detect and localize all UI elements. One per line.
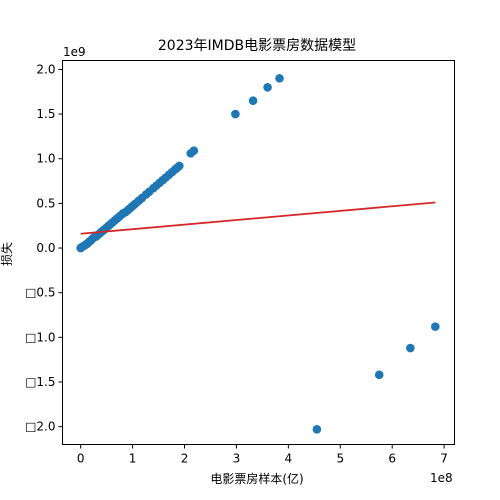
x-tick-label-4: 4 — [285, 452, 293, 466]
y-tick-label-2: 1.0 — [36, 152, 55, 166]
trend-line — [80, 201, 436, 235]
scatter-point-45 — [189, 146, 199, 155]
x-tick-label-0: 0 — [77, 452, 85, 466]
scatter-point-46 — [231, 109, 240, 119]
scatter-point-52 — [406, 343, 415, 353]
x-tick-label-1: 1 — [129, 452, 137, 466]
x-tick-label-7: 7 — [440, 452, 448, 466]
y-tick-label-0: 2.0 — [36, 62, 55, 76]
y-tick-label-4: 0.0 — [36, 241, 55, 255]
axes-frame — [62, 60, 455, 445]
x-axis-label: 电影票房样本(亿) — [210, 471, 303, 486]
x-offset-label: 1e8 — [430, 471, 453, 485]
x-tick-label-5: 5 — [336, 452, 344, 466]
scatter-point-50 — [312, 425, 322, 434]
y-tick-label-3: 0.5 — [36, 196, 55, 210]
scatter-point-51 — [374, 370, 384, 380]
axis-ticks: 0 1 2 3 4 5 6 7 2.0 1.5 1.0 0.5 0.0 □0.5 □1.0 □1.5 □2.0 — [25, 62, 448, 465]
y-tick-label-1: 1.5 — [36, 107, 55, 121]
x-tick-label-3: 3 — [233, 452, 241, 466]
y-tick-label-5: □0.5 — [25, 286, 55, 300]
y-offset-label: 1e9 — [63, 45, 86, 59]
x-tick-label-6: 6 — [388, 452, 396, 466]
scatter-point-49 — [275, 74, 284, 83]
scatter-point-47 — [248, 96, 258, 105]
scatter-point-48 — [263, 82, 272, 92]
y-tick-label-7: □1.5 — [25, 375, 55, 389]
y-axis-label: 损失 — [0, 242, 14, 266]
y-tick-label-6: □1.0 — [25, 330, 55, 344]
x-tick-label-2: 2 — [181, 452, 189, 466]
chart-title: 2023年IMDB电影票房数据模型 — [158, 38, 356, 54]
data-marks — [76, 74, 440, 434]
scatter-point-43 — [175, 161, 184, 171]
y-tick-label-8: □2.0 — [25, 420, 55, 434]
scatter-point-53 — [430, 322, 440, 331]
